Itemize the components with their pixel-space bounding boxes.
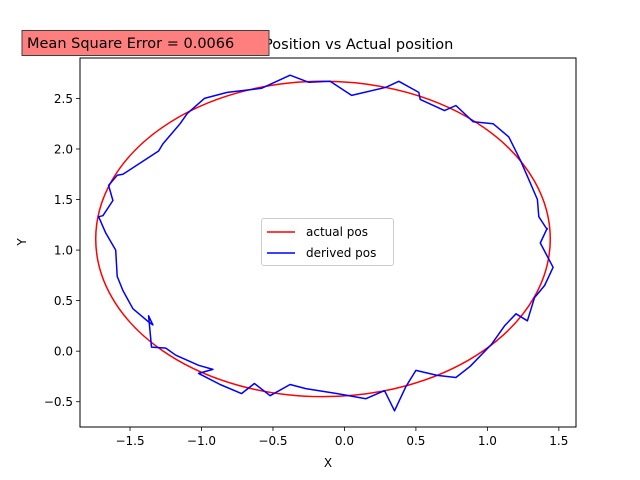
- y-tick-label: −0.5: [44, 395, 73, 409]
- y-tick-label: 0.5: [54, 294, 73, 308]
- x-tick-label: −0.5: [258, 434, 287, 448]
- x-tick-label: 0.0: [335, 434, 354, 448]
- y-tick-label: 2.5: [54, 92, 73, 106]
- legend-label-derived: derived pos: [306, 246, 376, 260]
- legend: actual pos derived pos: [261, 218, 394, 266]
- series-line-derived-pos: [97, 74, 554, 412]
- annotation-text: Mean Square Error = 0.0066: [27, 36, 234, 52]
- y-tick-label: 1.5: [54, 193, 73, 207]
- y-tick-label: 1.0: [54, 244, 73, 258]
- x-tick-label: 1.5: [549, 434, 568, 448]
- annotation-background: [21, 30, 270, 56]
- x-axis-label: X: [324, 456, 332, 470]
- legend-label-actual: actual pos: [306, 225, 368, 239]
- annotation-box: Mean Square Error = 0.0066: [21, 30, 270, 56]
- x-tick-label: −1.0: [187, 434, 216, 448]
- x-tick-label: 0.5: [406, 434, 425, 448]
- series-layer: [94, 74, 554, 412]
- x-tick-label: −1.5: [115, 434, 144, 448]
- y-axis: −0.5 0.0 0.5 1.0 1.5 2.0 2.5: [44, 92, 80, 409]
- plot-area: [79, 57, 577, 428]
- x-axis: −1.5 −1.0 −0.5 0.0 0.5 1.0 1.5: [115, 427, 568, 448]
- y-tick-label: 0.0: [54, 345, 73, 359]
- x-tick-label: 1.0: [478, 434, 497, 448]
- plot-frame: [79, 57, 577, 428]
- y-tick-label: 2.0: [54, 142, 73, 156]
- y-axis-label: Y: [15, 238, 29, 247]
